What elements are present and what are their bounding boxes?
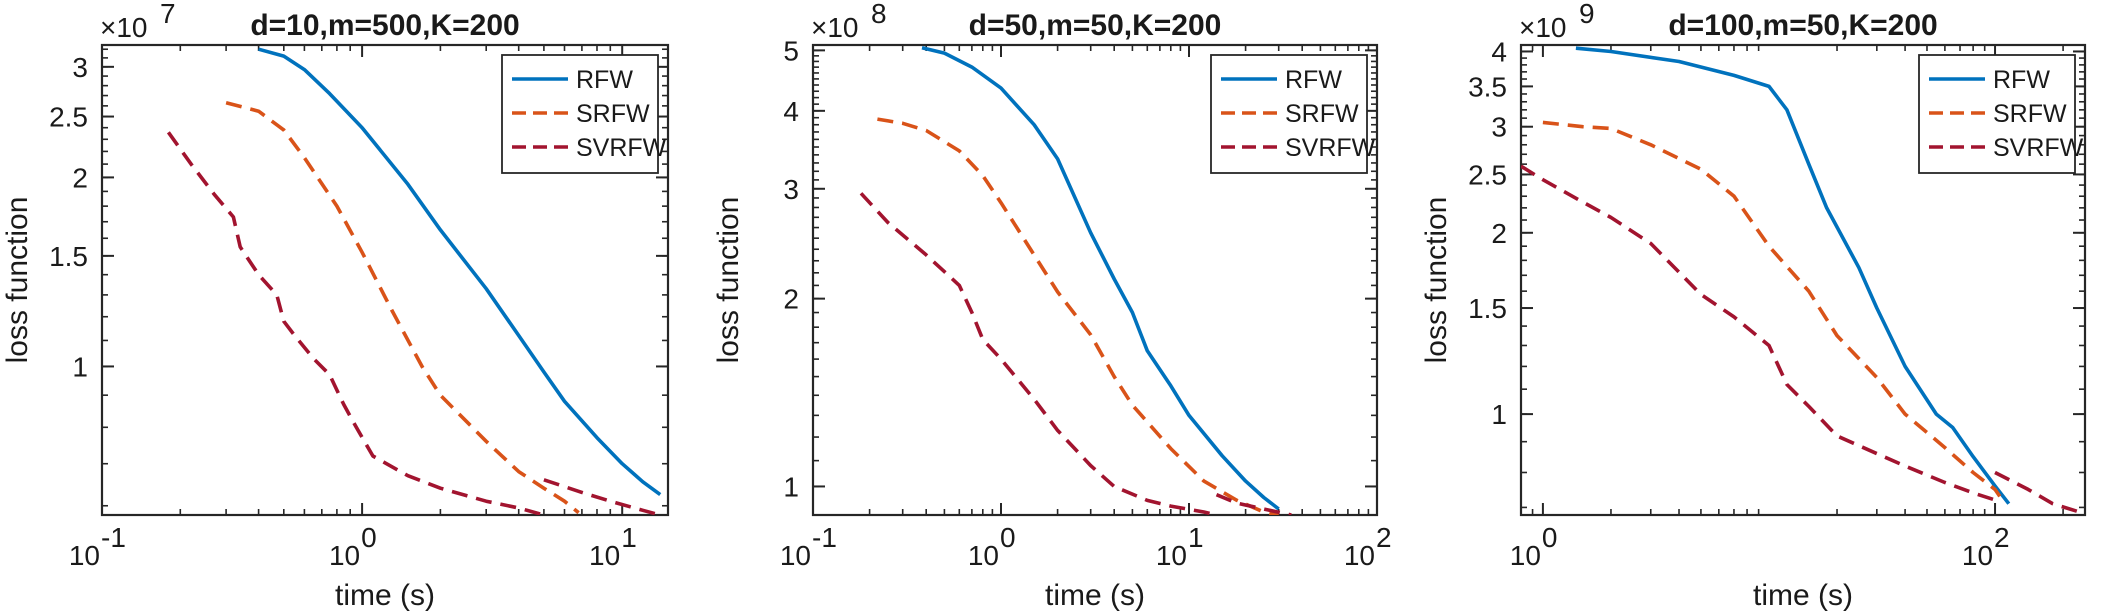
y-tick-label: 1.5: [1468, 293, 1507, 324]
series-line-svrfw: [1521, 164, 1996, 502]
y-tick-label: 2: [1491, 218, 1507, 249]
y-tick-label: 1.5: [49, 241, 88, 272]
x-axis-label: time (s): [1045, 579, 1145, 612]
x-tick-exponent: 2: [1994, 522, 2010, 553]
x-tick-label: 10: [1510, 540, 1541, 571]
x-tick-exponent: -1: [812, 522, 837, 553]
legend-box: [1210, 54, 1368, 174]
y-axis-label: loss function: [1420, 197, 1453, 364]
x-tick-exponent: 1: [621, 522, 637, 553]
y-tick-label: 4: [783, 96, 799, 127]
series-line-svrfw: [543, 478, 661, 515]
series-line-rfw: [1575, 46, 2011, 505]
y-tick-label: 2: [72, 162, 88, 193]
series-line-rfw: [258, 47, 662, 497]
series-group: [859, 45, 1292, 515]
legend-label: SVRFW: [1993, 134, 2084, 162]
x-tick-exponent: -1: [101, 522, 126, 553]
legend: RFW SRFW SVRFW: [1210, 54, 1376, 174]
y-tick-label: 1: [72, 351, 88, 382]
chart-title: d=50,m=50,K=200: [969, 9, 1222, 42]
x-tick-label: 10: [780, 540, 811, 571]
legend-label: SRFW: [576, 100, 650, 128]
y-tick-label: 2: [783, 284, 799, 315]
legend-label: RFW: [1993, 66, 2050, 94]
y-axis-label: loss function: [1, 197, 34, 364]
y-tick-label: 2.5: [49, 102, 88, 133]
y-multiplier: ×10: [100, 12, 148, 43]
y-tick-label: 4: [1491, 36, 1507, 67]
y-multiplier-exponent: 9: [1579, 0, 1595, 29]
y-tick-label: 5: [783, 35, 799, 66]
series-line-svrfw: [166, 131, 545, 515]
legend-box: [1918, 54, 2076, 174]
series-group: [166, 47, 662, 515]
series-line-svrfw: [859, 192, 1217, 515]
x-tick-label: 10: [329, 540, 360, 571]
x-tick-label: 10: [968, 540, 999, 571]
x-tick-exponent: 1: [1188, 522, 1204, 553]
chart-title: d=100,m=50,K=200: [1668, 9, 1937, 42]
series-line-svrfw: [1994, 470, 2078, 513]
x-axis-label: time (s): [335, 579, 435, 612]
y-tick-label: 3.5: [1468, 71, 1507, 102]
series-line-srfw: [1542, 120, 2002, 498]
legend-box: [501, 54, 659, 174]
x-axis-label: time (s): [1753, 579, 1853, 612]
legend: RFW SRFW SVRFW: [501, 54, 667, 174]
series-line-srfw: [877, 117, 1280, 515]
y-multiplier-exponent: 7: [160, 0, 176, 29]
x-tick-label: 10: [1156, 540, 1187, 571]
y-multiplier: ×10: [1519, 12, 1567, 43]
legend-label: SVRFW: [1285, 134, 1376, 162]
x-tick-exponent: 0: [1542, 522, 1558, 553]
series-group: [1521, 46, 2078, 513]
series-line-rfw: [921, 45, 1280, 511]
x-tick-label: 10: [69, 540, 100, 571]
legend-label: SRFW: [1993, 100, 2067, 128]
y-tick-label: 1: [1491, 399, 1507, 430]
x-tick-label: 10: [589, 540, 620, 571]
y-tick-label: 1: [783, 471, 799, 502]
y-tick-label: 2.5: [1468, 159, 1507, 190]
series-line-srfw: [225, 100, 580, 515]
legend-label: RFW: [576, 66, 633, 94]
y-multiplier: ×10: [811, 12, 859, 43]
y-multiplier-exponent: 8: [871, 0, 887, 29]
x-tick-label: 10: [1962, 540, 1993, 571]
series-line-svrfw: [1215, 493, 1292, 515]
y-tick-label: 3: [1491, 112, 1507, 143]
legend: RFW SRFW SVRFW: [1918, 54, 2084, 174]
y-tick-label: 3: [72, 52, 88, 83]
x-tick-exponent: 0: [361, 522, 377, 553]
legend-label: RFW: [1285, 66, 1342, 94]
legend-label: SVRFW: [576, 134, 667, 162]
x-tick-exponent: 2: [1376, 522, 1392, 553]
y-axis-label: loss function: [712, 197, 745, 364]
legend-label: SRFW: [1285, 100, 1359, 128]
x-tick-exponent: 0: [1000, 522, 1016, 553]
y-tick-label: 3: [783, 174, 799, 205]
x-tick-label: 10: [1344, 540, 1375, 571]
chart-title: d=10,m=500,K=200: [250, 9, 519, 42]
